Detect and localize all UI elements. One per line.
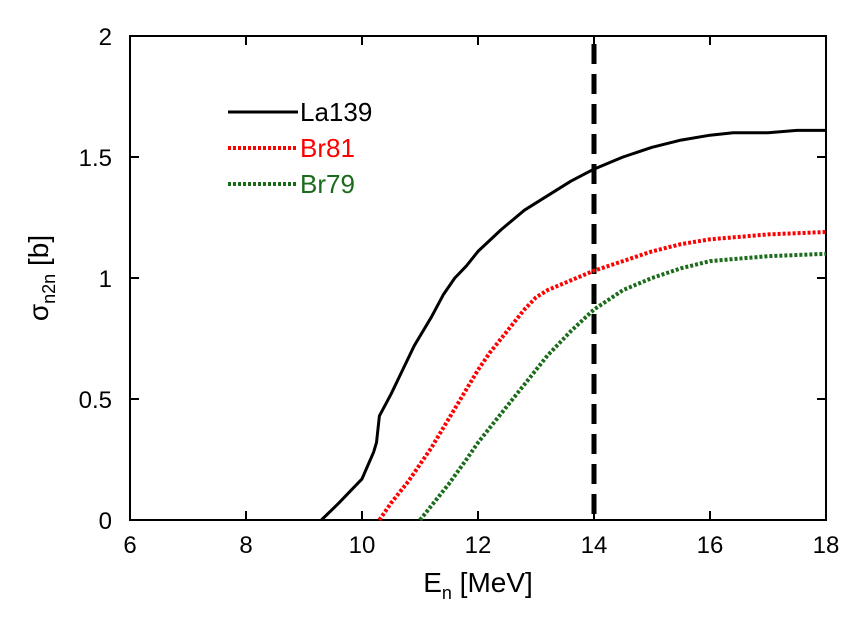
- y-tick-label: 0: [99, 508, 112, 535]
- legend-label-la139: La139: [300, 97, 372, 127]
- series-line-br81: [377, 230, 827, 522]
- x-tick-label: 10: [349, 532, 376, 559]
- y-axis-title-unit: [b]: [23, 235, 54, 274]
- legend-label-br79: Br79: [300, 169, 355, 199]
- x-tick-label: 18: [813, 532, 840, 559]
- x-axis-title-unit: [MeV]: [452, 567, 533, 598]
- y-tick-label: 0.5: [79, 387, 112, 414]
- axis-ticks: [129, 35, 827, 521]
- series-lines: [320, 128, 827, 522]
- x-tick-label: 14: [581, 532, 608, 559]
- x-axis-title: En [MeV]: [423, 567, 533, 603]
- y-axis-title: σn2n [b]: [23, 235, 59, 321]
- y-tick-label: 1.5: [79, 145, 112, 172]
- y-tick-label: 2: [99, 24, 112, 51]
- x-tick-label: 6: [123, 532, 136, 559]
- y-tick-label: 1: [99, 266, 112, 293]
- plot-frame: [129, 35, 827, 521]
- x-tick-label: 12: [465, 532, 492, 559]
- y-axis-title-sub: n2n: [39, 274, 59, 304]
- y-axis-title-main: σ: [23, 304, 54, 321]
- x-axis-title-main: E: [423, 567, 442, 598]
- series-line-la139: [320, 128, 826, 522]
- legend: La139 Br81 Br79: [228, 97, 372, 199]
- series-line-br79: [418, 251, 827, 522]
- x-tick-label: 16: [697, 532, 724, 559]
- tick-labels: 6 8 10 12 14 16 18 0 0.5 1 1.5 2: [79, 24, 840, 559]
- legend-label-br81: Br81: [300, 133, 355, 163]
- x-axis-title-sub: n: [442, 583, 452, 603]
- x-tick-label: 8: [239, 532, 252, 559]
